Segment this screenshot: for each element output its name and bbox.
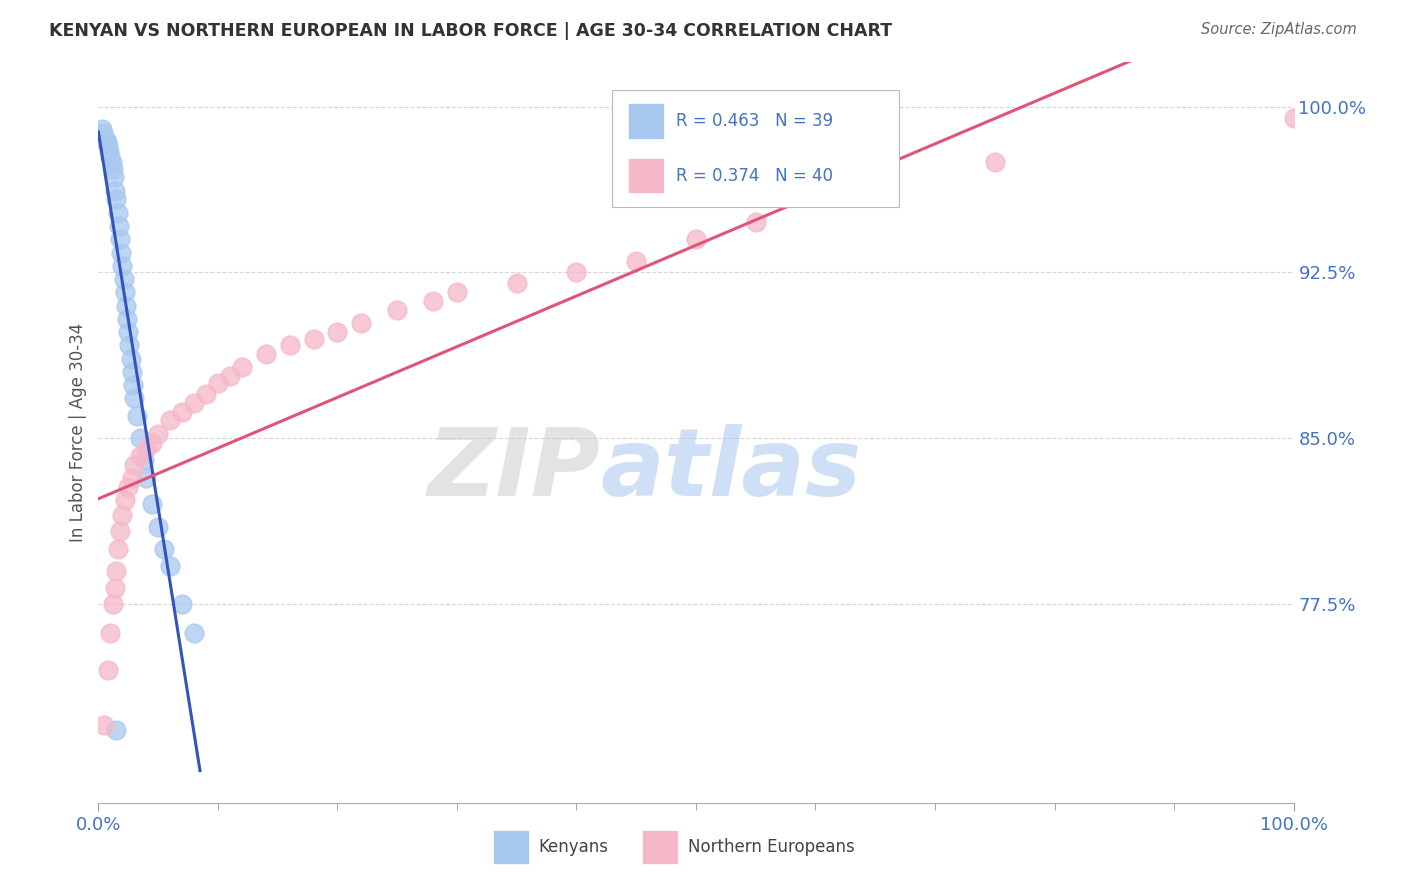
Point bbox=[101, 161, 124, 176]
Bar bbox=[628, 158, 664, 194]
Point bbox=[129, 431, 152, 445]
Point bbox=[506, 277, 529, 291]
Point bbox=[159, 559, 181, 574]
Point bbox=[104, 582, 127, 596]
Point bbox=[115, 311, 138, 326]
Point bbox=[121, 471, 143, 485]
Point bbox=[302, 332, 325, 346]
Point bbox=[101, 597, 124, 611]
Point bbox=[108, 524, 131, 538]
Bar bbox=[628, 103, 664, 138]
Point bbox=[865, 184, 887, 198]
Point bbox=[115, 299, 138, 313]
Point bbox=[110, 245, 132, 260]
Point bbox=[97, 139, 120, 153]
Point bbox=[135, 471, 157, 485]
Point bbox=[122, 378, 145, 392]
Point bbox=[112, 272, 135, 286]
Bar bbox=[494, 830, 529, 863]
Point bbox=[114, 493, 136, 508]
Point bbox=[148, 426, 170, 441]
Point bbox=[98, 144, 121, 158]
Point bbox=[446, 285, 468, 300]
Point bbox=[626, 254, 648, 268]
Point bbox=[422, 294, 444, 309]
Point bbox=[114, 285, 136, 300]
Point bbox=[107, 205, 129, 219]
Text: R = 0.463   N = 39: R = 0.463 N = 39 bbox=[676, 112, 832, 130]
Point bbox=[129, 449, 152, 463]
Point bbox=[96, 135, 118, 149]
Point bbox=[124, 392, 146, 406]
Point bbox=[111, 508, 134, 523]
Point bbox=[94, 133, 117, 147]
Point bbox=[104, 184, 127, 198]
Point bbox=[97, 663, 120, 677]
Text: KENYAN VS NORTHERN EUROPEAN IN LABOR FORCE | AGE 30-34 CORRELATION CHART: KENYAN VS NORTHERN EUROPEAN IN LABOR FOR… bbox=[49, 22, 893, 40]
Point bbox=[159, 413, 181, 427]
Point bbox=[91, 121, 114, 136]
Point bbox=[141, 498, 163, 512]
Point bbox=[93, 718, 115, 732]
Point bbox=[183, 396, 205, 410]
Point bbox=[1282, 111, 1305, 125]
Text: Source: ZipAtlas.com: Source: ZipAtlas.com bbox=[1201, 22, 1357, 37]
Point bbox=[107, 219, 129, 233]
Point bbox=[105, 193, 128, 207]
Point bbox=[93, 133, 115, 147]
Point bbox=[117, 480, 139, 494]
Text: Northern Europeans: Northern Europeans bbox=[688, 838, 855, 856]
FancyBboxPatch shape bbox=[613, 90, 900, 207]
Point bbox=[132, 453, 155, 467]
Point bbox=[172, 597, 194, 611]
Text: R = 0.374   N = 40: R = 0.374 N = 40 bbox=[676, 167, 832, 185]
Point bbox=[207, 376, 229, 390]
Point bbox=[565, 265, 588, 279]
Point bbox=[105, 723, 128, 737]
Point bbox=[153, 541, 176, 556]
Point bbox=[219, 369, 242, 384]
Point bbox=[685, 232, 707, 246]
Text: ZIP: ZIP bbox=[427, 424, 600, 516]
Point bbox=[117, 325, 139, 339]
Point bbox=[107, 541, 129, 556]
Bar bbox=[643, 830, 678, 863]
Point bbox=[745, 214, 768, 228]
Point bbox=[120, 351, 142, 366]
Point bbox=[118, 338, 141, 352]
Point bbox=[100, 154, 122, 169]
Point bbox=[141, 435, 163, 450]
Point bbox=[103, 170, 125, 185]
Y-axis label: In Labor Force | Age 30-34: In Labor Force | Age 30-34 bbox=[69, 323, 87, 542]
Point bbox=[326, 325, 349, 339]
Point bbox=[124, 458, 146, 472]
Point bbox=[172, 404, 194, 418]
Point bbox=[254, 347, 277, 361]
Point bbox=[91, 126, 114, 140]
Point bbox=[125, 409, 148, 423]
Point bbox=[278, 338, 301, 352]
Point bbox=[195, 387, 218, 401]
Point bbox=[98, 151, 122, 165]
Point bbox=[105, 564, 128, 578]
Point bbox=[111, 259, 134, 273]
Point bbox=[350, 316, 373, 330]
Text: atlas: atlas bbox=[600, 424, 862, 516]
Point bbox=[385, 302, 409, 317]
Point bbox=[135, 442, 157, 457]
Point bbox=[98, 625, 122, 640]
Point bbox=[183, 625, 205, 640]
Point bbox=[108, 232, 131, 246]
Point bbox=[148, 519, 170, 533]
Point bbox=[121, 365, 143, 379]
Point bbox=[984, 154, 1007, 169]
Point bbox=[231, 360, 253, 375]
Text: Kenyans: Kenyans bbox=[538, 838, 609, 856]
